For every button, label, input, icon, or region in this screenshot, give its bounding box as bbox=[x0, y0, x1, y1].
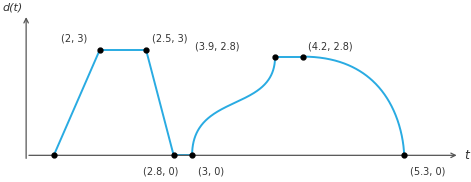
Text: (3, 0): (3, 0) bbox=[198, 167, 224, 177]
Text: (2.5, 3): (2.5, 3) bbox=[152, 33, 187, 43]
Text: (5.3, 0): (5.3, 0) bbox=[410, 167, 445, 177]
Text: d(t): d(t) bbox=[2, 3, 23, 13]
Text: (4.2, 2.8): (4.2, 2.8) bbox=[309, 42, 353, 52]
Text: (2, 3): (2, 3) bbox=[61, 33, 87, 43]
Text: (3.9, 2.8): (3.9, 2.8) bbox=[195, 42, 239, 52]
Text: t: t bbox=[464, 149, 469, 162]
Text: (2.8, 0): (2.8, 0) bbox=[143, 167, 179, 177]
